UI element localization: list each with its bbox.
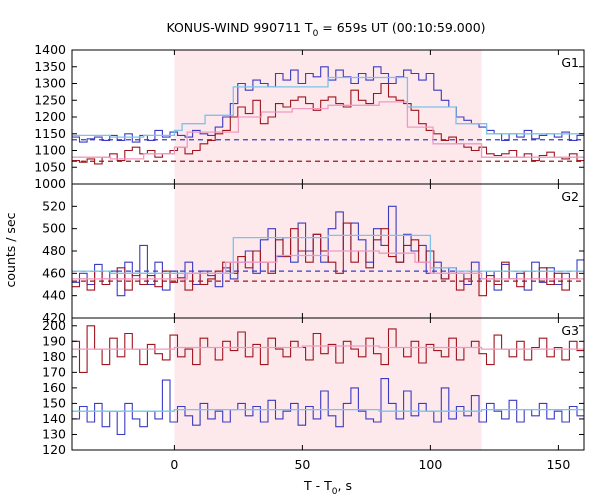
y-tick-label-g2: 520 xyxy=(42,198,66,213)
y-tick-label-g3: 150 xyxy=(42,395,66,410)
y-tick-label-g1: 1200 xyxy=(34,109,66,124)
series-blue-g1 xyxy=(72,66,584,143)
y-tick-label-g3: 130 xyxy=(42,426,66,441)
y-tick-label-g3: 180 xyxy=(42,349,66,364)
x-tick-label: 100 xyxy=(418,457,442,472)
y-tick-label-g2: 480 xyxy=(42,243,66,258)
y-tick-label-g2: 420 xyxy=(42,310,66,325)
panel-label-g1: G1 xyxy=(561,55,579,70)
y-tick-label-g1: 1050 xyxy=(34,159,66,174)
y-tick-label-g2: 440 xyxy=(42,288,66,303)
y-tick-label-g2: 460 xyxy=(42,265,66,280)
y-tick-label-g2: 500 xyxy=(42,221,66,236)
y-tick-label-g1: 1100 xyxy=(34,143,66,158)
series-red-g1 xyxy=(72,82,584,165)
y-tick-label-g3: 160 xyxy=(42,380,66,395)
y-tick-label-g3: 170 xyxy=(42,364,66,379)
shaded-interval-g3 xyxy=(174,318,482,450)
panel-label-g2: G2 xyxy=(561,189,579,204)
series-pink-g1 xyxy=(72,101,584,160)
x-tick-label: 0 xyxy=(170,457,178,472)
x-axis-label: T - T0, s xyxy=(303,478,352,497)
label-layer: 100010501100115012001250130013501400G142… xyxy=(34,42,579,472)
series-lightblue-g1 xyxy=(72,76,584,138)
y-tick-label-g1: 1300 xyxy=(34,76,66,91)
series-layer xyxy=(72,66,584,436)
y-axis-label: counts / sec xyxy=(3,212,18,287)
y-tick-label-g3: 140 xyxy=(42,411,66,426)
x-tick-label: 150 xyxy=(546,457,570,472)
series-lightblue-g2 xyxy=(72,234,584,274)
y-tick-label-g1: 1350 xyxy=(34,59,66,74)
y-tick-label-g3: 120 xyxy=(42,442,66,457)
y-tick-label-g1: 1150 xyxy=(34,126,66,141)
y-tick-label-g1: 1000 xyxy=(34,176,66,191)
series-pink-g2 xyxy=(72,250,584,280)
panel-frame-g3 xyxy=(71,317,585,451)
series-pink-g3 xyxy=(72,345,584,350)
y-tick-label-g3: 190 xyxy=(42,333,66,348)
y-tick-label-g1: 1400 xyxy=(34,42,66,57)
panel-label-g3: G3 xyxy=(561,323,579,338)
chart-title: KONUS-WIND 990711 T0 = 659s UT (00:10:59… xyxy=(166,20,485,39)
series-lightblue-g3 xyxy=(72,408,584,412)
series-blue-g3 xyxy=(72,378,584,436)
x-tick-label: 50 xyxy=(294,457,310,472)
tick-layer xyxy=(72,49,584,451)
y-tick-label-g3: 200 xyxy=(42,318,66,333)
y-tick-label-g1: 1250 xyxy=(34,92,66,107)
